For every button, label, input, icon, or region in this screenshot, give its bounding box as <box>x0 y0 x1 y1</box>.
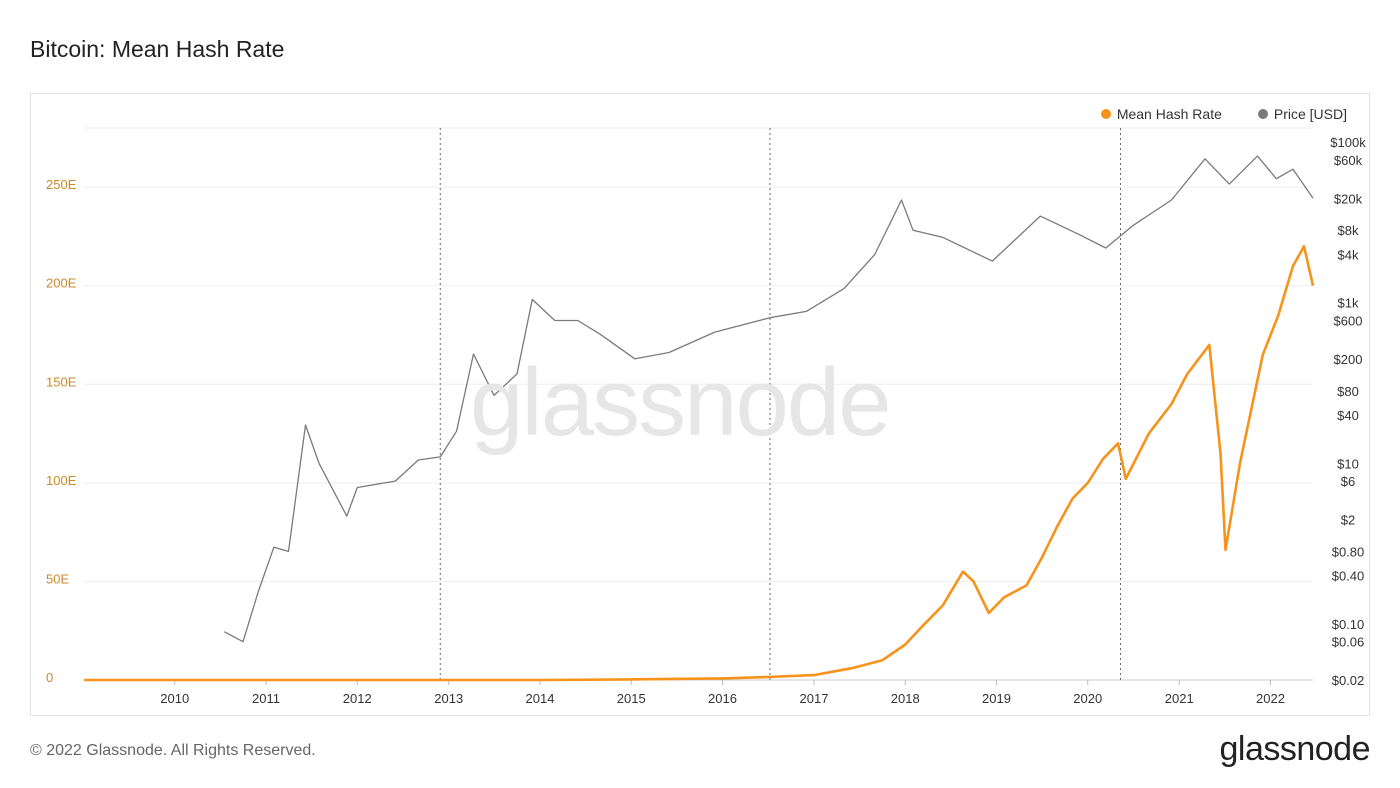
left-axis-tick-label: 250E <box>46 177 77 192</box>
right-axis-tick-label: $0.02 <box>1332 673 1365 688</box>
right-axis-tick-label: $100k <box>1330 135 1366 150</box>
right-axis-tick-label: $0.80 <box>1332 544 1365 559</box>
x-axis-tick-label: 2016 <box>708 691 737 706</box>
chart-panel: 0 50E 100E 150E 200E 250E $100k $60k $20k $8k $4k $… <box>30 93 1370 716</box>
right-axis-tick-label: $8k <box>1338 223 1359 238</box>
chart-svg: 0 50E 100E 150E 200E 250E $100k $60k $20k $8k $4k $… <box>46 127 1366 706</box>
legend-label-price: Price [USD] <box>1273 106 1347 122</box>
x-axis-tick-label: 2022 <box>1256 691 1285 706</box>
legend-label-hash-rate: Mean Hash Rate <box>1116 106 1222 122</box>
left-axis-tick-label: 100E <box>46 473 77 488</box>
right-axis-tick-label: $600 <box>1334 314 1363 329</box>
right-axis-tick-label: $0.06 <box>1332 635 1365 650</box>
left-axis-tick-label: 50E <box>46 571 69 586</box>
right-axis-tick-label: $80 <box>1337 384 1359 399</box>
x-axis-tick-label: 2010 <box>160 691 189 706</box>
right-axis-tick-label: $1k <box>1338 296 1359 311</box>
right-axis-tick-label: $6 <box>1341 474 1355 489</box>
right-axis-tick-label: $40 <box>1337 408 1359 423</box>
right-axis-tick-label: $200 <box>1334 352 1363 367</box>
x-axis-tick-label: 2013 <box>434 691 463 706</box>
x-axis-tick-label: 2018 <box>891 691 920 706</box>
x-axis-tick-label: 2014 <box>526 691 555 706</box>
right-axis-tick-label: $10 <box>1337 456 1359 471</box>
x-axis-tick-label: 2017 <box>800 691 829 706</box>
legend-item-hash-rate[interactable]: Mean Hash Rate <box>1100 106 1222 122</box>
series-line-price <box>223 155 1314 643</box>
legend-item-price[interactable]: Price [USD] <box>1257 106 1347 122</box>
watermark: glassnode <box>470 349 892 456</box>
x-axis-tick-label: 2020 <box>1073 691 1102 706</box>
legend: Mean Hash Rate Price [USD] <box>1100 106 1347 122</box>
copyright-footer: © 2022 Glassnode. All Rights Reserved. <box>30 742 316 759</box>
left-axis-tick-label: 150E <box>46 374 77 389</box>
series-line-hash-rate <box>84 245 1315 682</box>
left-axis-tick-label: 0 <box>46 670 53 685</box>
right-axis-tick-label: $60k <box>1334 153 1363 168</box>
legend-swatch-price <box>1257 109 1268 119</box>
legend-swatch-hash-rate <box>1100 109 1111 119</box>
x-axis-tick-label: 2011 <box>252 691 280 706</box>
x-axis-tick-label: 2015 <box>617 691 646 706</box>
left-axis-tick-label: 200E <box>46 276 77 291</box>
brand-logo[interactable]: glassnode <box>1219 730 1370 768</box>
right-axis-tick-label: $0.40 <box>1332 569 1365 584</box>
right-axis-tick-label: $20k <box>1334 191 1363 206</box>
right-axis-tick-label: $4k <box>1338 247 1359 262</box>
x-axis-tick-label: 2012 <box>343 691 372 706</box>
right-axis-tick-label: $0.10 <box>1332 617 1365 632</box>
x-axis-tick-label: 2019 <box>982 691 1011 706</box>
right-axis-tick-label: $2 <box>1341 512 1355 527</box>
chart-title: Bitcoin: Mean Hash Rate <box>30 36 285 62</box>
x-axis-tick-label: 2021 <box>1165 691 1194 706</box>
